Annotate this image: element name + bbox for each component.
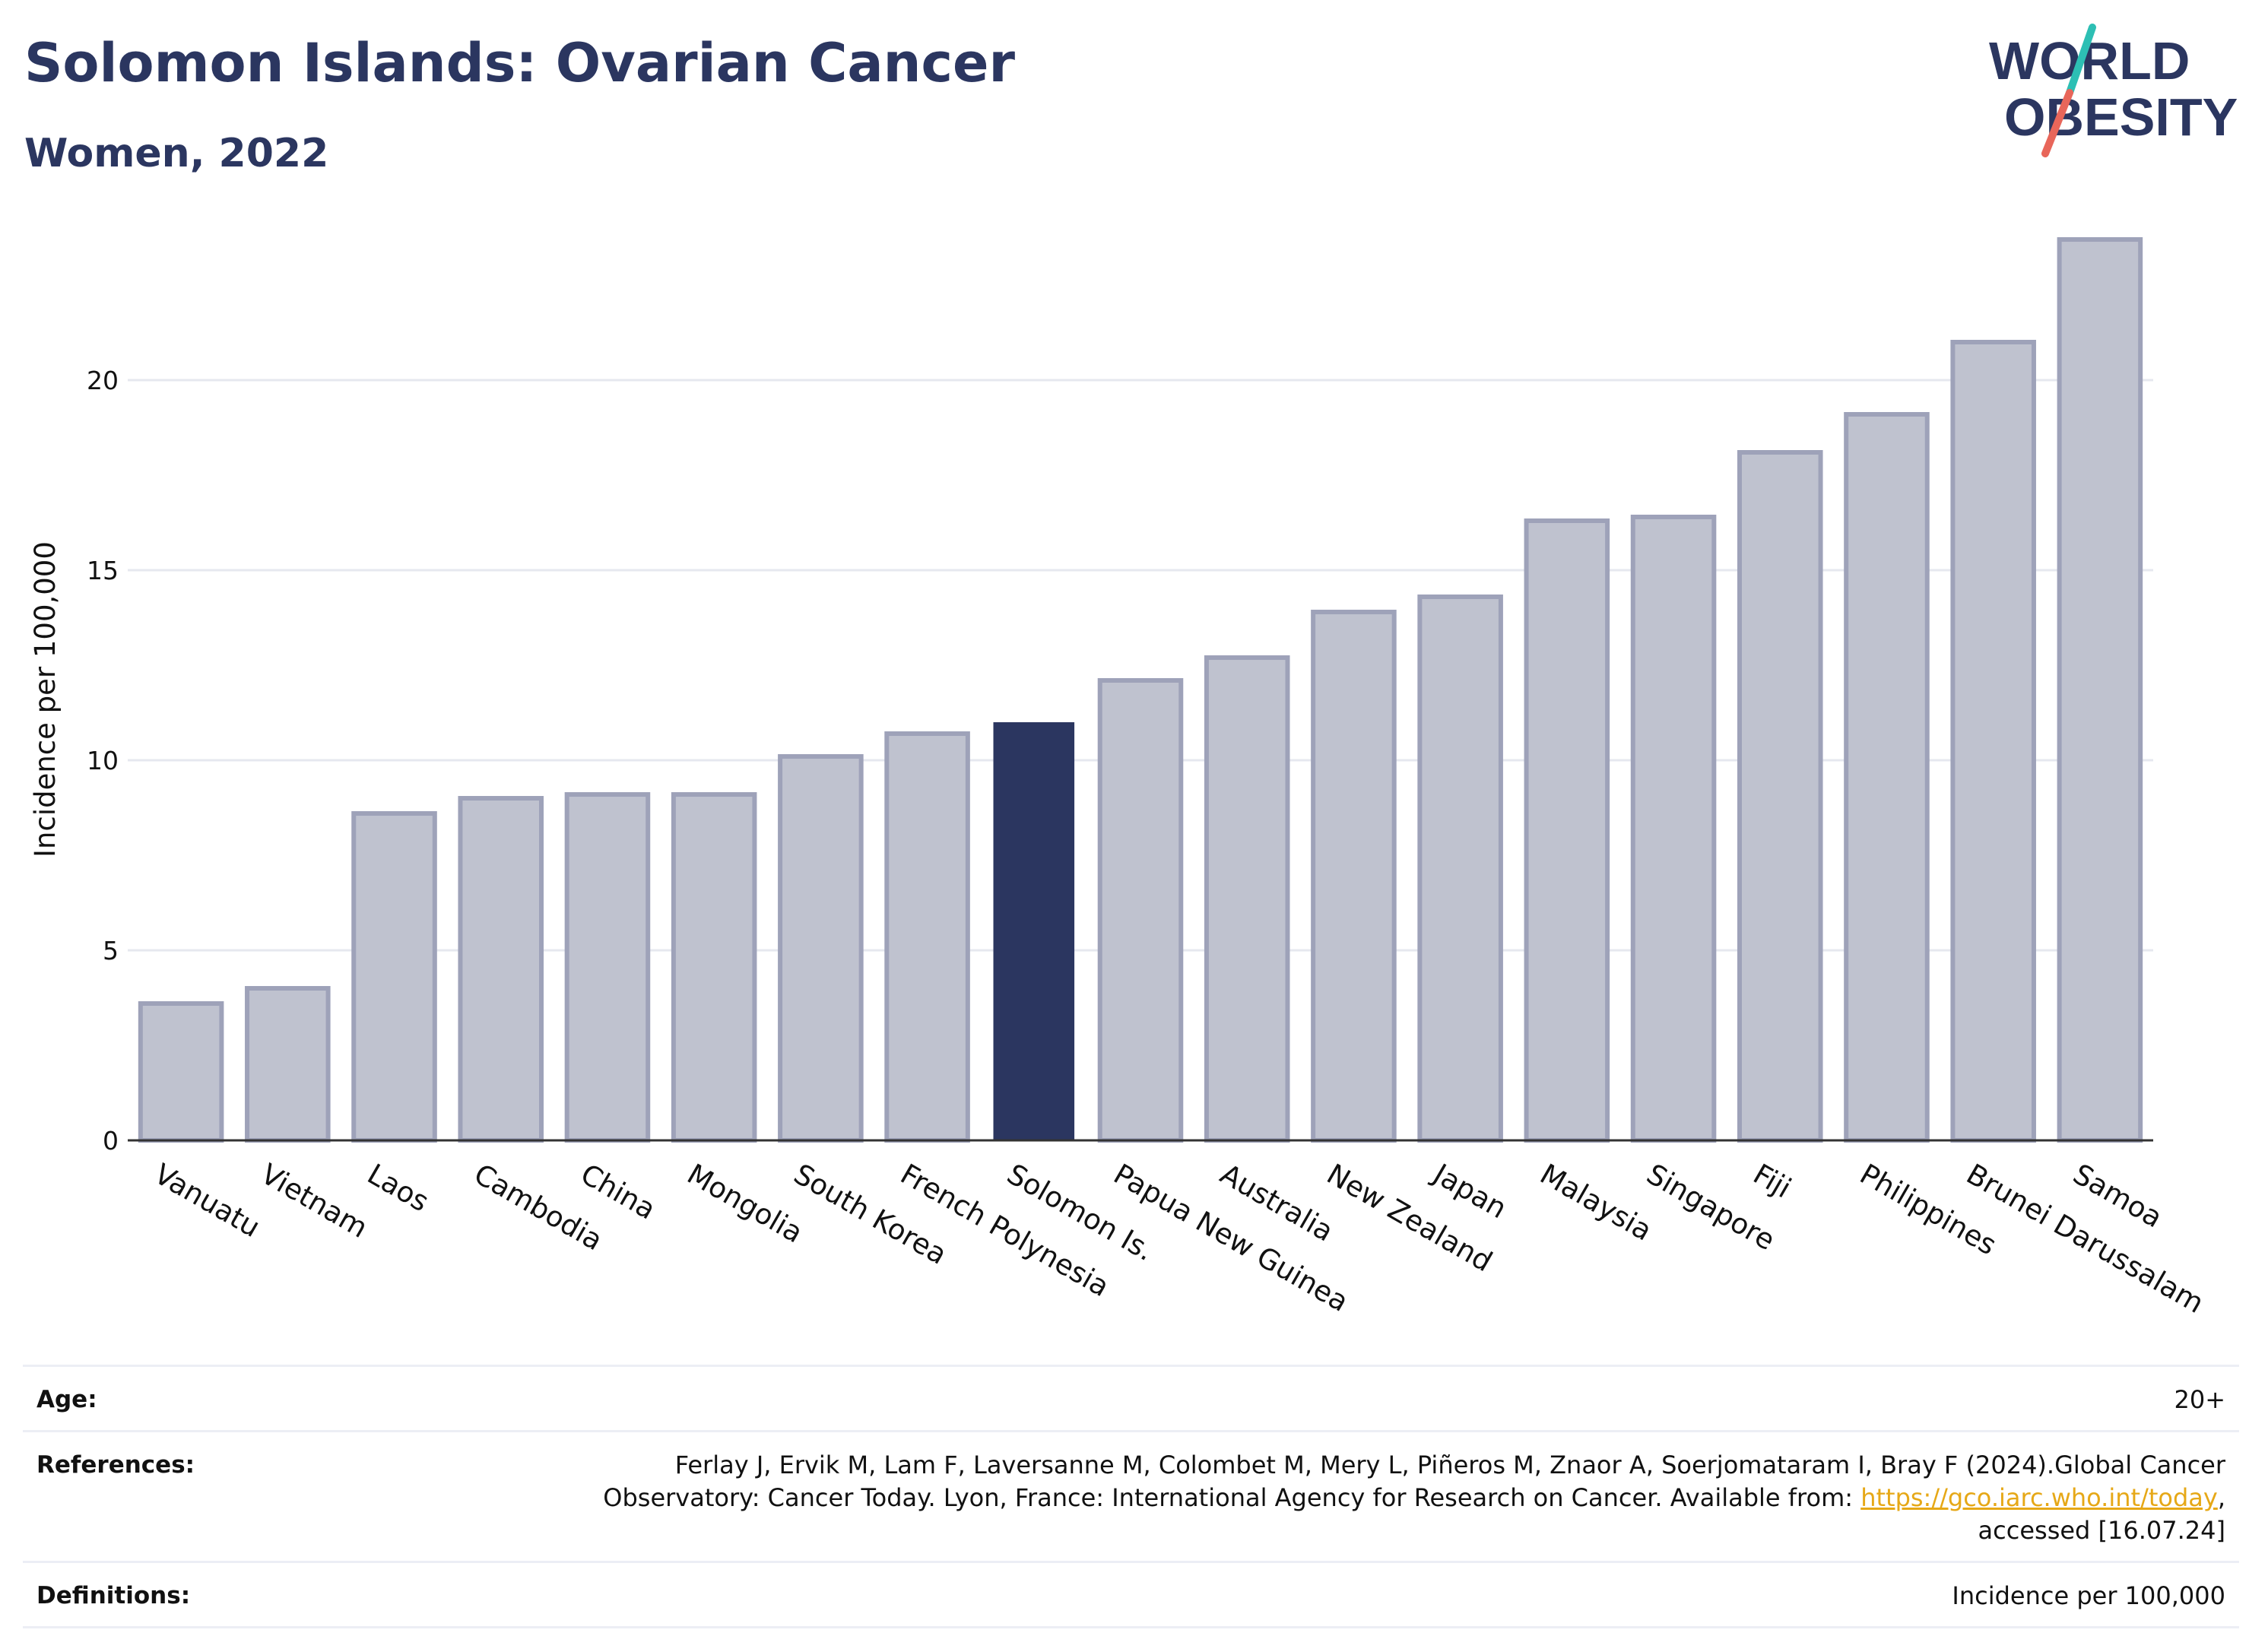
y-axis-label: Incidence per 100,000: [29, 541, 62, 858]
footer-row-definitions: Definitions: Incidence per 100,000: [23, 1561, 2239, 1628]
bar-vietnam: [245, 986, 331, 1143]
y-tick-label: 20: [87, 366, 119, 395]
x-tick-label: Malaysia: [1534, 1158, 1657, 1248]
age-value: 20+: [2174, 1385, 2225, 1414]
bar-malaysia: [1524, 518, 1610, 1143]
bar-new-zealand: [1311, 610, 1397, 1143]
chart-title: Solomon Islands: Ovarian Cancer: [24, 32, 1015, 94]
y-tick-label: 15: [87, 556, 119, 585]
chart-footer: Age: 20+ References: Ferlay J, Ervik M, …: [23, 1365, 2239, 1628]
age-label: Age:: [36, 1386, 97, 1413]
footer-row-age: Age: 20+: [23, 1365, 2239, 1430]
x-tick-label: Vietnam: [255, 1158, 373, 1245]
y-tick-label: 10: [87, 746, 119, 775]
y-tick-label: 5: [103, 936, 119, 966]
bar-fiji: [1737, 450, 1823, 1143]
references-suffix: , accessed [16.07.24]: [1978, 1483, 2225, 1545]
x-tick-label: China: [575, 1158, 661, 1226]
bar-philippines: [1844, 412, 1930, 1143]
references-label: References:: [36, 1451, 195, 1479]
bar-china: [564, 792, 651, 1143]
bar-papua-new-guinea: [1097, 678, 1184, 1143]
bar-french-polynesia: [884, 731, 970, 1143]
footer-row-references: References: Ferlay J, Ervik M, Lam F, La…: [23, 1430, 2239, 1561]
references-text: Ferlay J, Ervik M, Lam F, Laversanne M, …: [603, 1451, 2225, 1512]
x-tick-label: Mongolia: [682, 1158, 808, 1250]
bar-chart: 0 5 10 15 20 Incidence per 100,000 VanuatuViet…: [29, 237, 2209, 1320]
x-tick-label: Laos: [362, 1158, 434, 1219]
x-tick-label: Fiji: [1748, 1158, 1797, 1205]
references-link[interactable]: https://gco.iarc.who.int/today: [1860, 1483, 2218, 1512]
world-obesity-logo: WORLD OBESITY: [1989, 24, 2238, 157]
bar-cambodia: [458, 796, 544, 1143]
logo-slash-bottom: [2041, 89, 2073, 157]
logo-line-2: OBESITY: [2004, 87, 2238, 147]
definitions-value: Incidence per 100,000: [1952, 1581, 2225, 1610]
definitions-label: Definitions:: [36, 1582, 191, 1609]
logo-slash-top: [2066, 24, 2096, 97]
chart-subtitle: Women, 2022: [24, 131, 329, 176]
bar-japan: [1417, 595, 1503, 1143]
bar-australia: [1204, 655, 1290, 1143]
bar-solomon-is: [993, 722, 1075, 1140]
bar-south-korea: [778, 754, 864, 1143]
bar-singapore: [1630, 515, 1717, 1143]
bar-brunei-darussalam: [1950, 340, 2036, 1143]
x-tick-label: Japan: [1426, 1157, 1512, 1226]
bar-laos: [351, 811, 437, 1143]
x-tick-label: Vanuatu: [149, 1158, 266, 1245]
bar-vanuatu: [138, 1001, 224, 1143]
y-tick-label: 0: [103, 1126, 119, 1156]
references-value: Ferlay J, Ervik M, Lam F, Laversanne M, …: [553, 1449, 2225, 1547]
bar-samoa: [2057, 237, 2143, 1143]
bar-mongolia: [671, 792, 757, 1143]
